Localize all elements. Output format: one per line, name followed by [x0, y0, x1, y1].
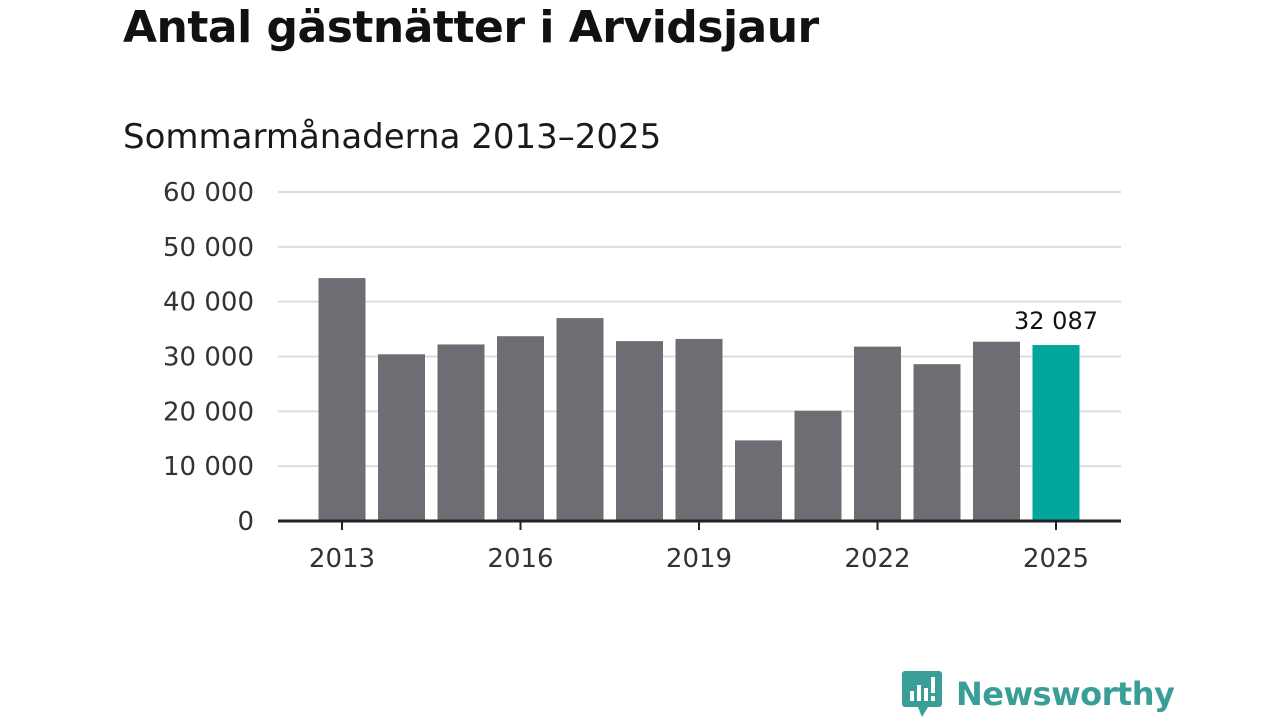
bar-highlighted: [1032, 345, 1080, 521]
y-tick-label: 40 000: [163, 288, 254, 318]
y-axis-labels: 0 10 000 20 000 30 000 40 000 50 000 60 000: [163, 178, 254, 537]
x-tick-label: 2013: [309, 544, 375, 574]
bar: [616, 341, 663, 521]
newsworthy-logo: Newsworthy: [902, 670, 1175, 718]
x-tick-label: 2022: [844, 544, 910, 574]
x-axis: [278, 519, 1121, 530]
bar: [973, 341, 1020, 521]
bar: [735, 440, 782, 521]
y-tick-label: 20 000: [163, 397, 254, 427]
bars: [318, 278, 1080, 521]
bar: [913, 364, 961, 521]
bar: [378, 354, 425, 521]
bar: [854, 346, 901, 521]
bar: [794, 410, 842, 521]
highlight-value-label: 32 087: [1014, 307, 1098, 335]
chart-title: Antal gästnätter i Arvidsjaur: [123, 2, 819, 53]
y-tick-label: 10 000: [163, 452, 254, 482]
bar: [675, 338, 723, 521]
bar: [497, 336, 544, 521]
annotations: 32 087: [1014, 307, 1098, 335]
x-axis-labels: 2013 2016 2019 2022 2025: [309, 544, 1089, 574]
x-tick-label: 2016: [487, 544, 553, 574]
logo-wordmark: Newsworthy: [956, 675, 1175, 713]
bar-chart: 0 10 000 20 000 30 000 40 000 50 000 60 000 20…: [163, 178, 1121, 574]
bar: [437, 344, 485, 521]
newsworthy-chart-icon: [902, 670, 942, 718]
bar: [318, 278, 366, 521]
y-tick-label: 50 000: [163, 233, 254, 263]
y-tick-label: 60 000: [163, 178, 254, 208]
x-tick-label: 2019: [666, 544, 732, 574]
y-tick-label: 0: [237, 507, 254, 537]
bar: [556, 318, 604, 521]
x-tick-label: 2025: [1023, 544, 1089, 574]
y-tick-label: 30 000: [163, 343, 254, 373]
chart-subtitle: Sommarmånaderna 2013–2025: [123, 117, 662, 157]
